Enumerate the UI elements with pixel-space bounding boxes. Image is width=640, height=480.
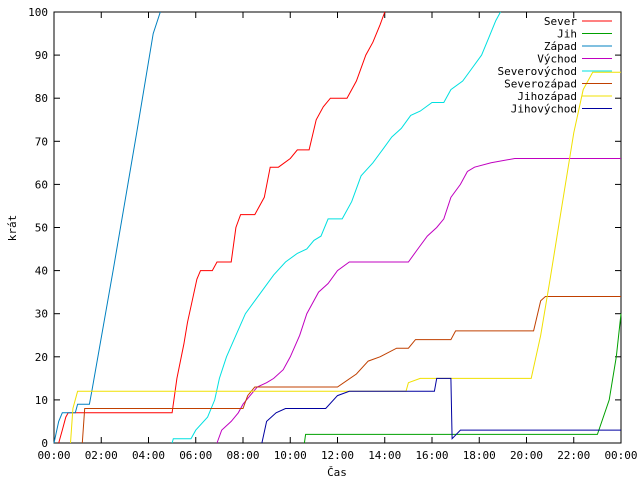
x-tick-label: 02:00: [85, 449, 118, 462]
legend-label: Severovýchod: [498, 65, 577, 78]
legend-label: Jih: [557, 28, 577, 41]
y-tick-label: 50: [35, 222, 48, 235]
x-tick-label: 22:00: [557, 449, 590, 462]
legend-label: Severozápad: [504, 78, 577, 91]
legend-label: Sever: [544, 15, 577, 28]
x-tick-label: 10:00: [274, 449, 307, 462]
x-tick-label: 04:00: [132, 449, 165, 462]
y-axis: 0 10 20 30 40 50 60 70 80 90 100: [28, 6, 621, 450]
x-tick-label: 12:00: [321, 449, 354, 462]
y-tick-label: 0: [41, 437, 48, 450]
legend-label: Jihovýchod: [511, 103, 577, 116]
x-tick-label: 06:00: [179, 449, 212, 462]
x-tick-label: 18:00: [463, 449, 496, 462]
x-tick-label: 00:00: [604, 449, 637, 462]
x-tick-label: 16:00: [415, 449, 448, 462]
series-line-východ: [216, 158, 621, 444]
y-tick-label: 100: [28, 6, 48, 19]
series-line-západ: [53, 11, 161, 444]
y-axis-label: krát: [6, 215, 19, 242]
y-tick-label: 90: [35, 49, 48, 62]
x-tick-label: 08:00: [226, 449, 259, 462]
legend-label: Východ: [537, 53, 577, 66]
legend-label: Západ: [544, 40, 577, 53]
series-line-jihozápad: [70, 71, 621, 444]
x-tick-label: 14:00: [368, 449, 401, 462]
y-tick-label: 20: [35, 351, 48, 364]
legend-label: Jihozápad: [517, 90, 577, 103]
y-tick-label: 60: [35, 178, 48, 191]
series-lines: [53, 11, 622, 444]
legend: SeverJihZápadVýchodSeverovýchodSeverozáp…: [498, 15, 612, 116]
series-line-jih: [303, 313, 622, 444]
x-tick-label: 00:00: [37, 449, 70, 462]
x-axis-label: Čas: [327, 466, 347, 479]
series-line-severovýchod: [171, 11, 501, 444]
x-tick-label: 20:00: [510, 449, 543, 462]
y-tick-label: 10: [35, 394, 48, 407]
y-tick-label: 80: [35, 92, 48, 105]
x-axis: 00:00 02:00 04:00 06:00 08:00 10:00 12:00 14:00…: [37, 12, 638, 462]
series-line-severozápad: [81, 296, 621, 444]
y-tick-label: 70: [35, 135, 48, 148]
series-line-sever: [58, 11, 386, 444]
y-tick-label: 40: [35, 265, 48, 278]
series-line-jihovýchod: [261, 377, 621, 444]
y-tick-label: 30: [35, 308, 48, 321]
